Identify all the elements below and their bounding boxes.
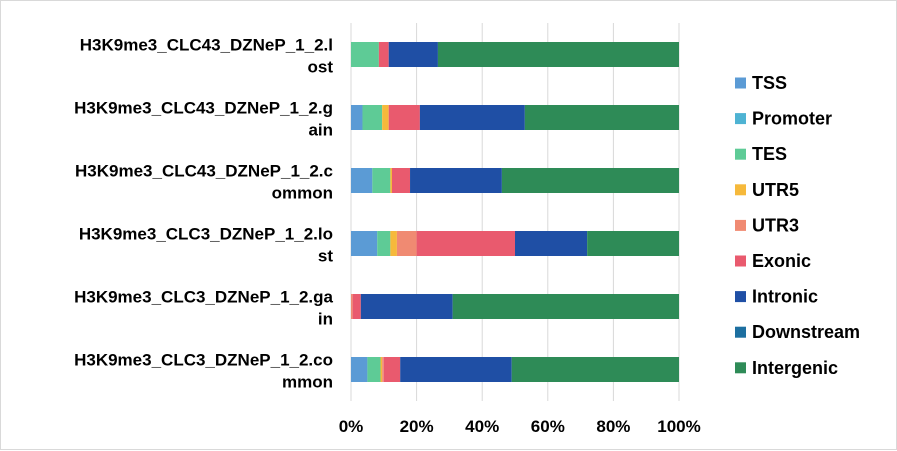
category-label-line: H3K9me3_CLC43_DZNeP_1_2.c [75, 162, 333, 181]
bar-segment-tes [351, 42, 379, 67]
bar-segment-intergenic [587, 231, 679, 256]
legend-label: TSS [752, 73, 787, 93]
bar-segment-tss [351, 168, 373, 193]
x-tick-label: 60% [531, 417, 565, 436]
legend-item-utr5: UTR5 [735, 180, 799, 200]
category-label-line: H3K9me3_CLC3_DZNeP_1_2.co [74, 351, 333, 370]
legend-label: Promoter [752, 109, 832, 129]
category-label-line: st [318, 247, 333, 266]
legend-label: Downstream [752, 322, 860, 342]
legend-swatch [735, 326, 746, 338]
legend-label: TES [752, 144, 787, 164]
bar-row [351, 168, 679, 193]
legend-label: Intronic [752, 287, 818, 307]
bar-segment-tss [351, 357, 368, 382]
bar-segment-exonic [383, 357, 401, 382]
bar-row [351, 231, 679, 256]
category-label-line: ommon [272, 184, 333, 203]
bar-segment-intronic [410, 168, 502, 193]
bar-segment-intergenic [452, 294, 679, 319]
gridlines [350, 23, 680, 401]
bar-segment-utr5 [390, 168, 392, 193]
bar-segment-utr3 [382, 357, 384, 382]
x-tick-label: 0% [339, 417, 364, 436]
legend-swatch [735, 113, 746, 125]
bar-row [351, 105, 679, 130]
x-tick-label: 100% [657, 417, 700, 436]
legend-label: UTR3 [752, 215, 799, 235]
bar-segment-intronic [360, 294, 453, 319]
legend: TSS Promoter TES UTR5 UTR3 Exonic Intronic Down… [735, 73, 860, 378]
bar-segment-intronic [515, 231, 588, 256]
legend-swatch [735, 148, 746, 160]
bar-segment-utr5 [390, 231, 397, 256]
bar-segment-tss [351, 231, 378, 256]
legend-label: UTR5 [752, 180, 799, 200]
bar-segment-utr3 [351, 294, 353, 319]
bar-segment-tes [367, 357, 381, 382]
bar-segment-intergenic [511, 357, 679, 382]
bar-segment-intronic [400, 357, 512, 382]
bar-row [351, 294, 679, 319]
bar-row [351, 42, 679, 67]
bar-segment-intergenic [501, 168, 679, 193]
legend-swatch [735, 184, 746, 196]
bar-segment-tes [377, 231, 391, 256]
legend-item-intergenic: Intergenic [735, 358, 838, 378]
x-axis-tick-labels: 0% 20% 40% 60% 80% 100% [339, 417, 701, 436]
category-label-line: H3K9me3_CLC3_DZNeP_1_2.lo [79, 225, 333, 244]
legend-swatch [735, 77, 746, 89]
legend-item-utr3: UTR3 [735, 215, 799, 235]
category-label-line: H3K9me3_CLC3_DZNeP_1_2.ga [74, 288, 333, 307]
x-tick-label: 20% [400, 417, 434, 436]
legend-swatch [735, 291, 746, 303]
bar-segment-intronic [419, 105, 525, 130]
legend-item-promoter: Promoter [735, 109, 832, 129]
legend-swatch [735, 255, 746, 267]
category-label-line: H3K9me3_CLC43_DZNeP_1_2.g [74, 99, 333, 118]
legend-item-tes: TES [735, 144, 787, 164]
legend-label: Intergenic [752, 358, 838, 378]
category-labels: H3K9me3_CLC43_DZNeP_1_2.l ostH3K9me3_CLC4… [74, 36, 333, 392]
bar-segment-exonic [392, 168, 411, 193]
legend-item-tss: TSS [735, 73, 787, 93]
bar-segment-utr5 [380, 357, 383, 382]
legend-item-exonic: Exonic [735, 251, 811, 271]
legend-item-intronic: Intronic [735, 287, 818, 307]
category-label-line: in [318, 310, 333, 329]
bar-segment-tes [362, 105, 383, 130]
legend-swatch [735, 219, 746, 231]
legend-swatch [735, 362, 746, 374]
category-label-line: ost [308, 58, 334, 77]
category-label-line: H3K9me3_CLC43_DZNeP_1_2.l [80, 36, 333, 55]
bar-segment-exonic [388, 105, 420, 130]
bars [351, 42, 679, 382]
bar-segment-utr3 [396, 231, 417, 256]
bar-segment-intergenic [524, 105, 679, 130]
x-tick-label: 80% [596, 417, 630, 436]
legend-item-downstream: Downstream [735, 322, 860, 342]
bar-segment-exonic [352, 294, 361, 319]
bar-segment-tss [351, 105, 363, 130]
legend-label: Exonic [752, 251, 811, 271]
bar-segment-intronic [388, 42, 438, 67]
bar-segment-exonic [416, 231, 515, 256]
bar-segment-exonic [378, 42, 389, 67]
bar-segment-intergenic [437, 42, 679, 67]
category-label-line: mmon [282, 373, 333, 392]
x-tick-label: 40% [465, 417, 499, 436]
bar-row [351, 357, 679, 382]
category-label-line: ain [308, 121, 333, 140]
bar-segment-tes [372, 168, 391, 193]
bar-segment-utr5 [382, 105, 389, 130]
